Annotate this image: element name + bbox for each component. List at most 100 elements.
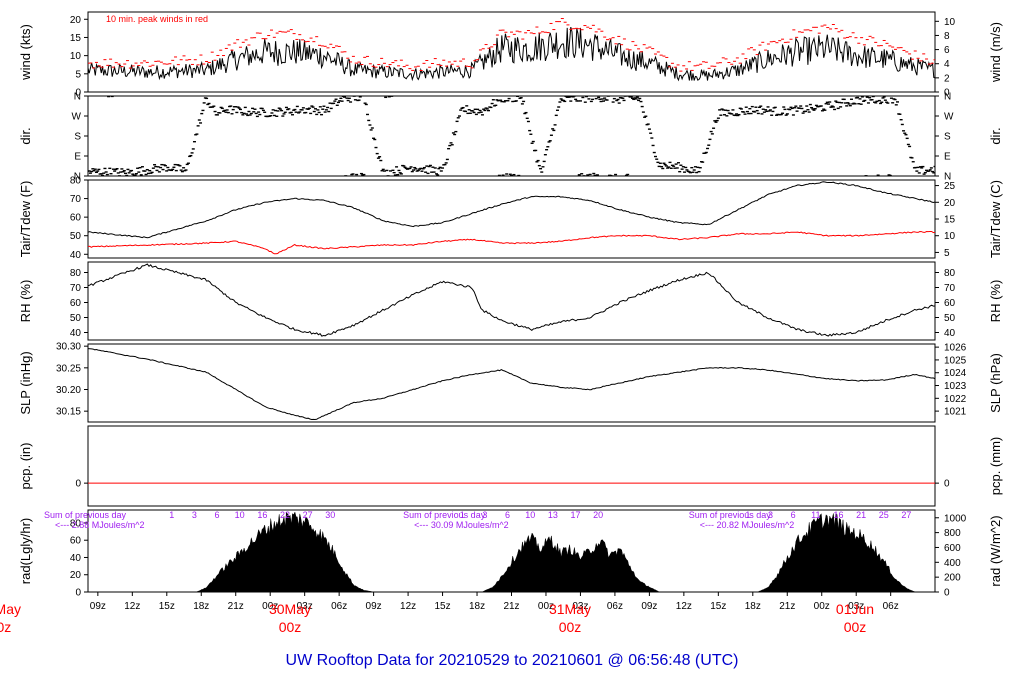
x-tick-label: 21z [779,601,795,612]
slp-right-tick-label: 1024 [944,368,967,379]
rad-sum-value: <--- 2.88 MJoules/m^2 [55,520,145,530]
day-label-time: 00z [279,619,302,635]
wind-peak-annotation: 10 min. peak winds in red [106,14,208,24]
rad-hour-marker: 3 [482,510,487,520]
x-tick-label: 06z [331,601,347,612]
slp-left-axis-title: SLP (inHg) [18,351,33,414]
rad-hour-marker: 25 [879,510,889,520]
dir-left-tick-label: S [74,132,81,143]
rad-hour-marker: 11 [811,510,820,520]
temp-panel: 40 50 60 70 80 5 10 15 20 25 Tair/Tdew (F) Tair/Tde… [18,176,1003,261]
slp-panel: 30.15 30.20 30.25 30.30 1021 1022 1023 1024 1025… [18,342,1003,423]
rh-left-axis-title: RH (%) [18,280,33,323]
rad-hour-marker: 3 [768,510,773,520]
slp-left-tick-label: 30.20 [56,385,81,396]
rh-left-tick-label: 80 [70,268,82,279]
pcp-left-tick-label: 0 [75,479,81,490]
rad-hour-marker: 20 [593,510,603,520]
x-tick-label: 00z [262,601,278,612]
rad-hour-marker: 10 [235,510,245,520]
day-label-time: 00z [0,619,11,635]
temp-left-tick-label: 40 [70,250,82,261]
dir-left-tick-label: W [72,112,82,123]
day-label-time: 00z [844,619,867,635]
temp-series-Tair [88,181,935,239]
x-tick-label: 15z [710,601,726,612]
dir-left-tick-label: N [74,172,81,183]
slp-right-tick-label: 1023 [944,381,967,392]
wind-peak-marks [88,18,935,72]
wind-right-tick-label: 2 [944,73,950,84]
slp-right-tick-label: 1026 [944,343,967,354]
rad-left-tick-label: 20 [70,570,82,581]
x-tick-label: 09z [90,601,106,612]
wind-left-tick-label: 20 [70,15,82,26]
rad-right-tick-label: 1000 [944,513,967,524]
slp-right-axis-title: SLP (hPa) [988,353,1003,413]
rh-left-tick-label: 40 [70,328,82,339]
wind-panel: 0 5 10 15 20 0 2 4 6 8 10 wind (kts) wind (m/s) 10 mi… [18,11,1003,99]
wind-frame [87,11,936,93]
rad-sum-title: Sum of previous day [44,510,127,520]
slp-frame [87,343,936,423]
rh-left-tick-label: 70 [70,283,82,294]
rad-left-axis-title: rad(Lgly/hr) [18,518,33,584]
x-tick-label: 12z [400,601,416,612]
pcp-panel: 0 0 pcp. (in) pcp. (mm) [18,425,1003,507]
x-tick-label: 18z [745,601,761,612]
rad-left-tick-label: 0 [75,588,81,599]
rad-hour-marker: 1 [169,510,174,520]
temp-left-tick-label: 50 [70,231,82,242]
rh-frame [87,261,936,341]
x-tick-label: 15z [434,601,450,612]
rh-right-axis-title: RH (%) [988,280,1003,323]
rad-hour-marker: 27 [303,510,313,520]
wind-series-line [88,26,935,82]
rad-right-tick-label: 200 [944,573,961,584]
rad-right-tick-label: 400 [944,558,961,569]
wind-right-tick-label: 6 [944,45,950,56]
rad-sum-value: <--- 20.82 MJoules/m^2 [700,520,795,530]
day-label-date: 30May [269,601,311,617]
rad-hour-marker: 27 [901,510,911,520]
rad-hour-marker: 10 [525,510,535,520]
rad-sum-title: Sum of previous day [689,510,772,520]
wind-left-tick-label: 0 [75,88,81,99]
rh-panel: 40 50 60 70 80 40 50 60 70 80 RH (%) RH (%) [18,261,1003,341]
slp-right-tick-label: 1022 [944,394,967,405]
day-label-date: 01Jun [836,601,874,617]
x-tick-label: 03z [297,601,313,612]
rh-left-tick-label: 60 [70,298,82,309]
rh-right-tick-label: 70 [944,283,956,294]
rad-hour-marker: 6 [215,510,220,520]
temp-right-axis-title: Tair/Tdew (C) [988,180,1003,258]
dir-right-tick-label: N [944,172,951,183]
rad-right-tick-label: 800 [944,528,961,539]
x-tick-label: 09z [366,601,382,612]
rad-hour-marker: 13 [548,510,558,520]
rad-left-tick-label: 40 [70,553,82,564]
temp-right-tick-label: 25 [944,181,956,192]
rad-hour-marker: 30 [325,510,335,520]
dir-right-tick-label: W [944,112,954,123]
rad-left-tick-label: 80 [70,518,82,529]
dir-frame [87,95,936,177]
slp-right-tick-label: 1021 [944,407,967,418]
temp-right-tick-label: 15 [944,215,956,226]
x-tick-label: 03z [572,601,588,612]
rad-area [88,511,935,592]
wind-left-tick-label: 15 [70,33,82,44]
temp-left-axis-title: Tair/Tdew (F) [18,181,33,258]
temp-left-tick-label: 80 [70,176,82,187]
dir-right-axis-title: dir. [988,127,1003,144]
temp-left-tick-label: 70 [70,194,82,205]
x-tick-label: 09z [641,601,657,612]
figure-title: UW Rooftop Data for 20210529 to 20210601… [286,652,739,669]
rh-right-tick-label: 50 [944,313,956,324]
slp-left-tick-label: 30.15 [56,407,81,418]
x-tick-label: 12z [124,601,140,612]
wind-right-tick-label: 10 [944,17,956,28]
